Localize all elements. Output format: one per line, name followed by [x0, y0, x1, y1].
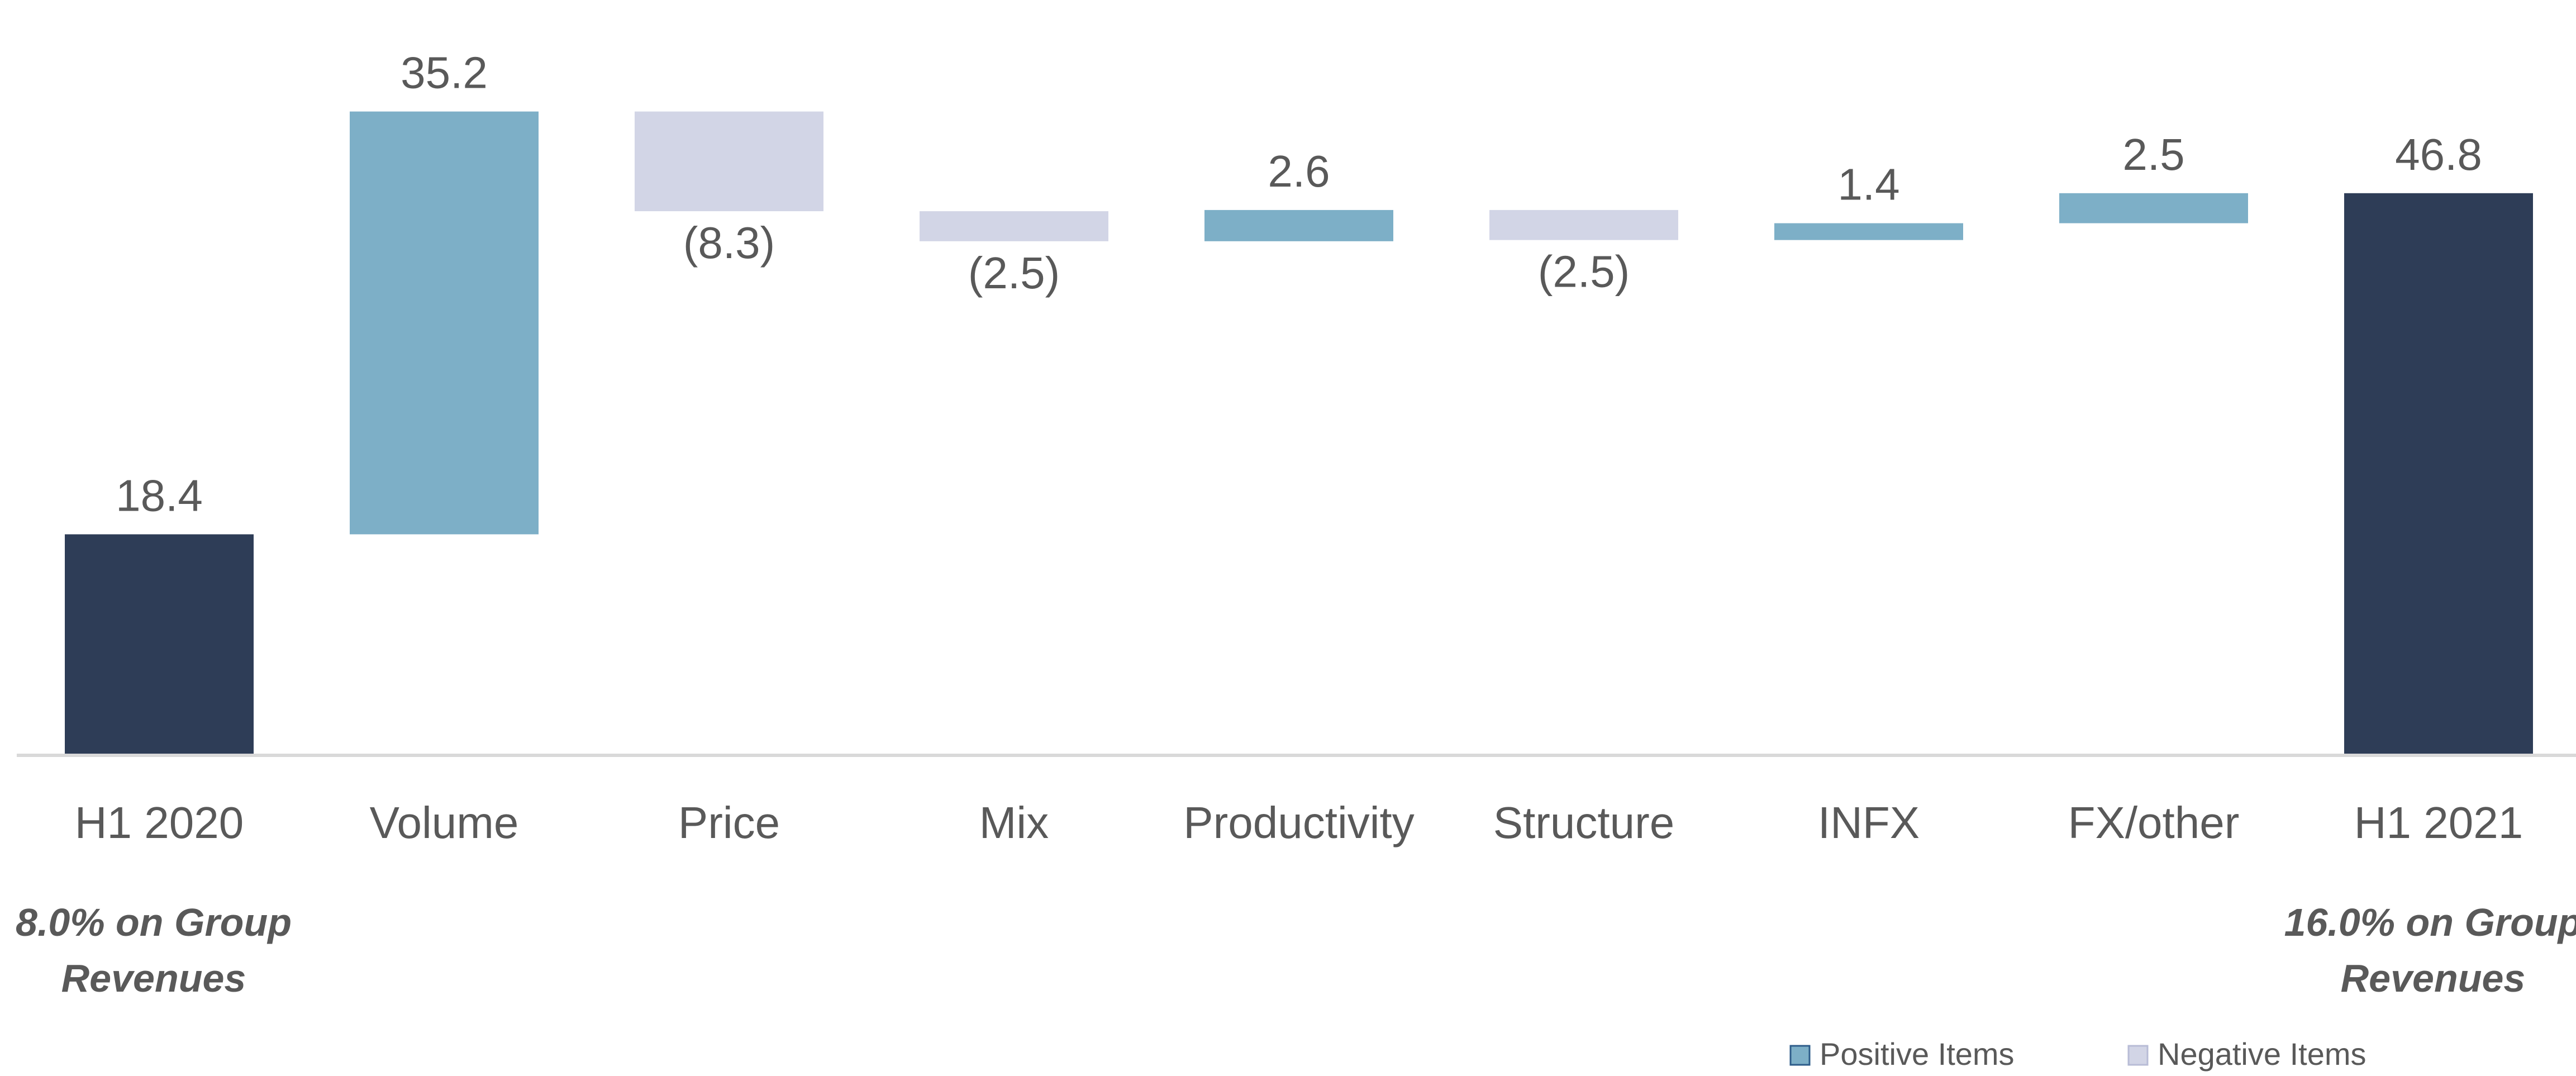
value-label-price: (8.3): [683, 218, 775, 268]
notes-layer: 8.0% on Group Revenues 16.0% on Group Reven…: [16, 901, 2576, 1000]
value-label-structure: (2.5): [1538, 247, 1630, 297]
category-label-infx: INFX: [1818, 798, 1920, 848]
bar-mix: [920, 211, 1108, 241]
value-label-h1-2021: 46.8: [2395, 130, 2482, 179]
note-h1-2020-line-1: 8.0% on Group: [16, 901, 292, 944]
note-h1-2021-line-1: 16.0% on Group: [2284, 901, 2576, 944]
value-labels-layer: 18.4 35.2 (8.3) (2.5) 2.6 (2.5) 1.4 2.5 46.8: [116, 48, 2482, 521]
category-label-price: Price: [678, 798, 780, 848]
legend-swatch-positive-items: [1789, 1045, 1811, 1066]
bar-h1-2020: [65, 534, 254, 755]
value-label-h1-2020: 18.4: [116, 470, 203, 520]
category-label-volume: Volume: [370, 798, 519, 848]
category-label-h1-2020: H1 2020: [75, 798, 244, 848]
bar-productivity: [1204, 210, 1393, 241]
legend-swatch-negative-items: [2127, 1045, 2149, 1066]
bars-layer: [65, 111, 2533, 755]
category-labels-layer: H1 2020 Volume Price Mix Productivity Structu…: [75, 798, 2523, 848]
bar-structure: [1489, 210, 1678, 240]
value-label-mix: (2.5): [968, 248, 1060, 298]
bar-price: [635, 111, 823, 212]
note-h1-2021-line-2: Revenues: [2341, 956, 2526, 1000]
bar-volume: [350, 111, 539, 535]
category-label-structure: Structure: [1493, 798, 1675, 848]
value-label-volume: 35.2: [401, 48, 488, 98]
note-h1-2020-line-2: Revenues: [61, 956, 246, 1000]
value-label-fx-other: 2.5: [2122, 130, 2184, 179]
bar-h1-2021: [2344, 193, 2533, 755]
value-label-productivity: 2.6: [1268, 146, 1330, 196]
legend-label-positive-items: Positive Items: [1820, 1036, 2015, 1072]
value-label-infx: 1.4: [1837, 160, 1899, 210]
category-label-h1-2021: H1 2021: [2354, 798, 2523, 848]
category-label-productivity: Productivity: [1183, 798, 1414, 848]
bar-fx-other: [2059, 193, 2248, 223]
category-label-fx-other: FX/other: [2068, 798, 2240, 848]
bar-infx: [1774, 223, 1963, 240]
category-label-mix: Mix: [979, 798, 1049, 848]
legend: Positive Items Negative Items: [1789, 1036, 2367, 1072]
legend-label-negative-items: Negative Items: [2158, 1036, 2367, 1072]
